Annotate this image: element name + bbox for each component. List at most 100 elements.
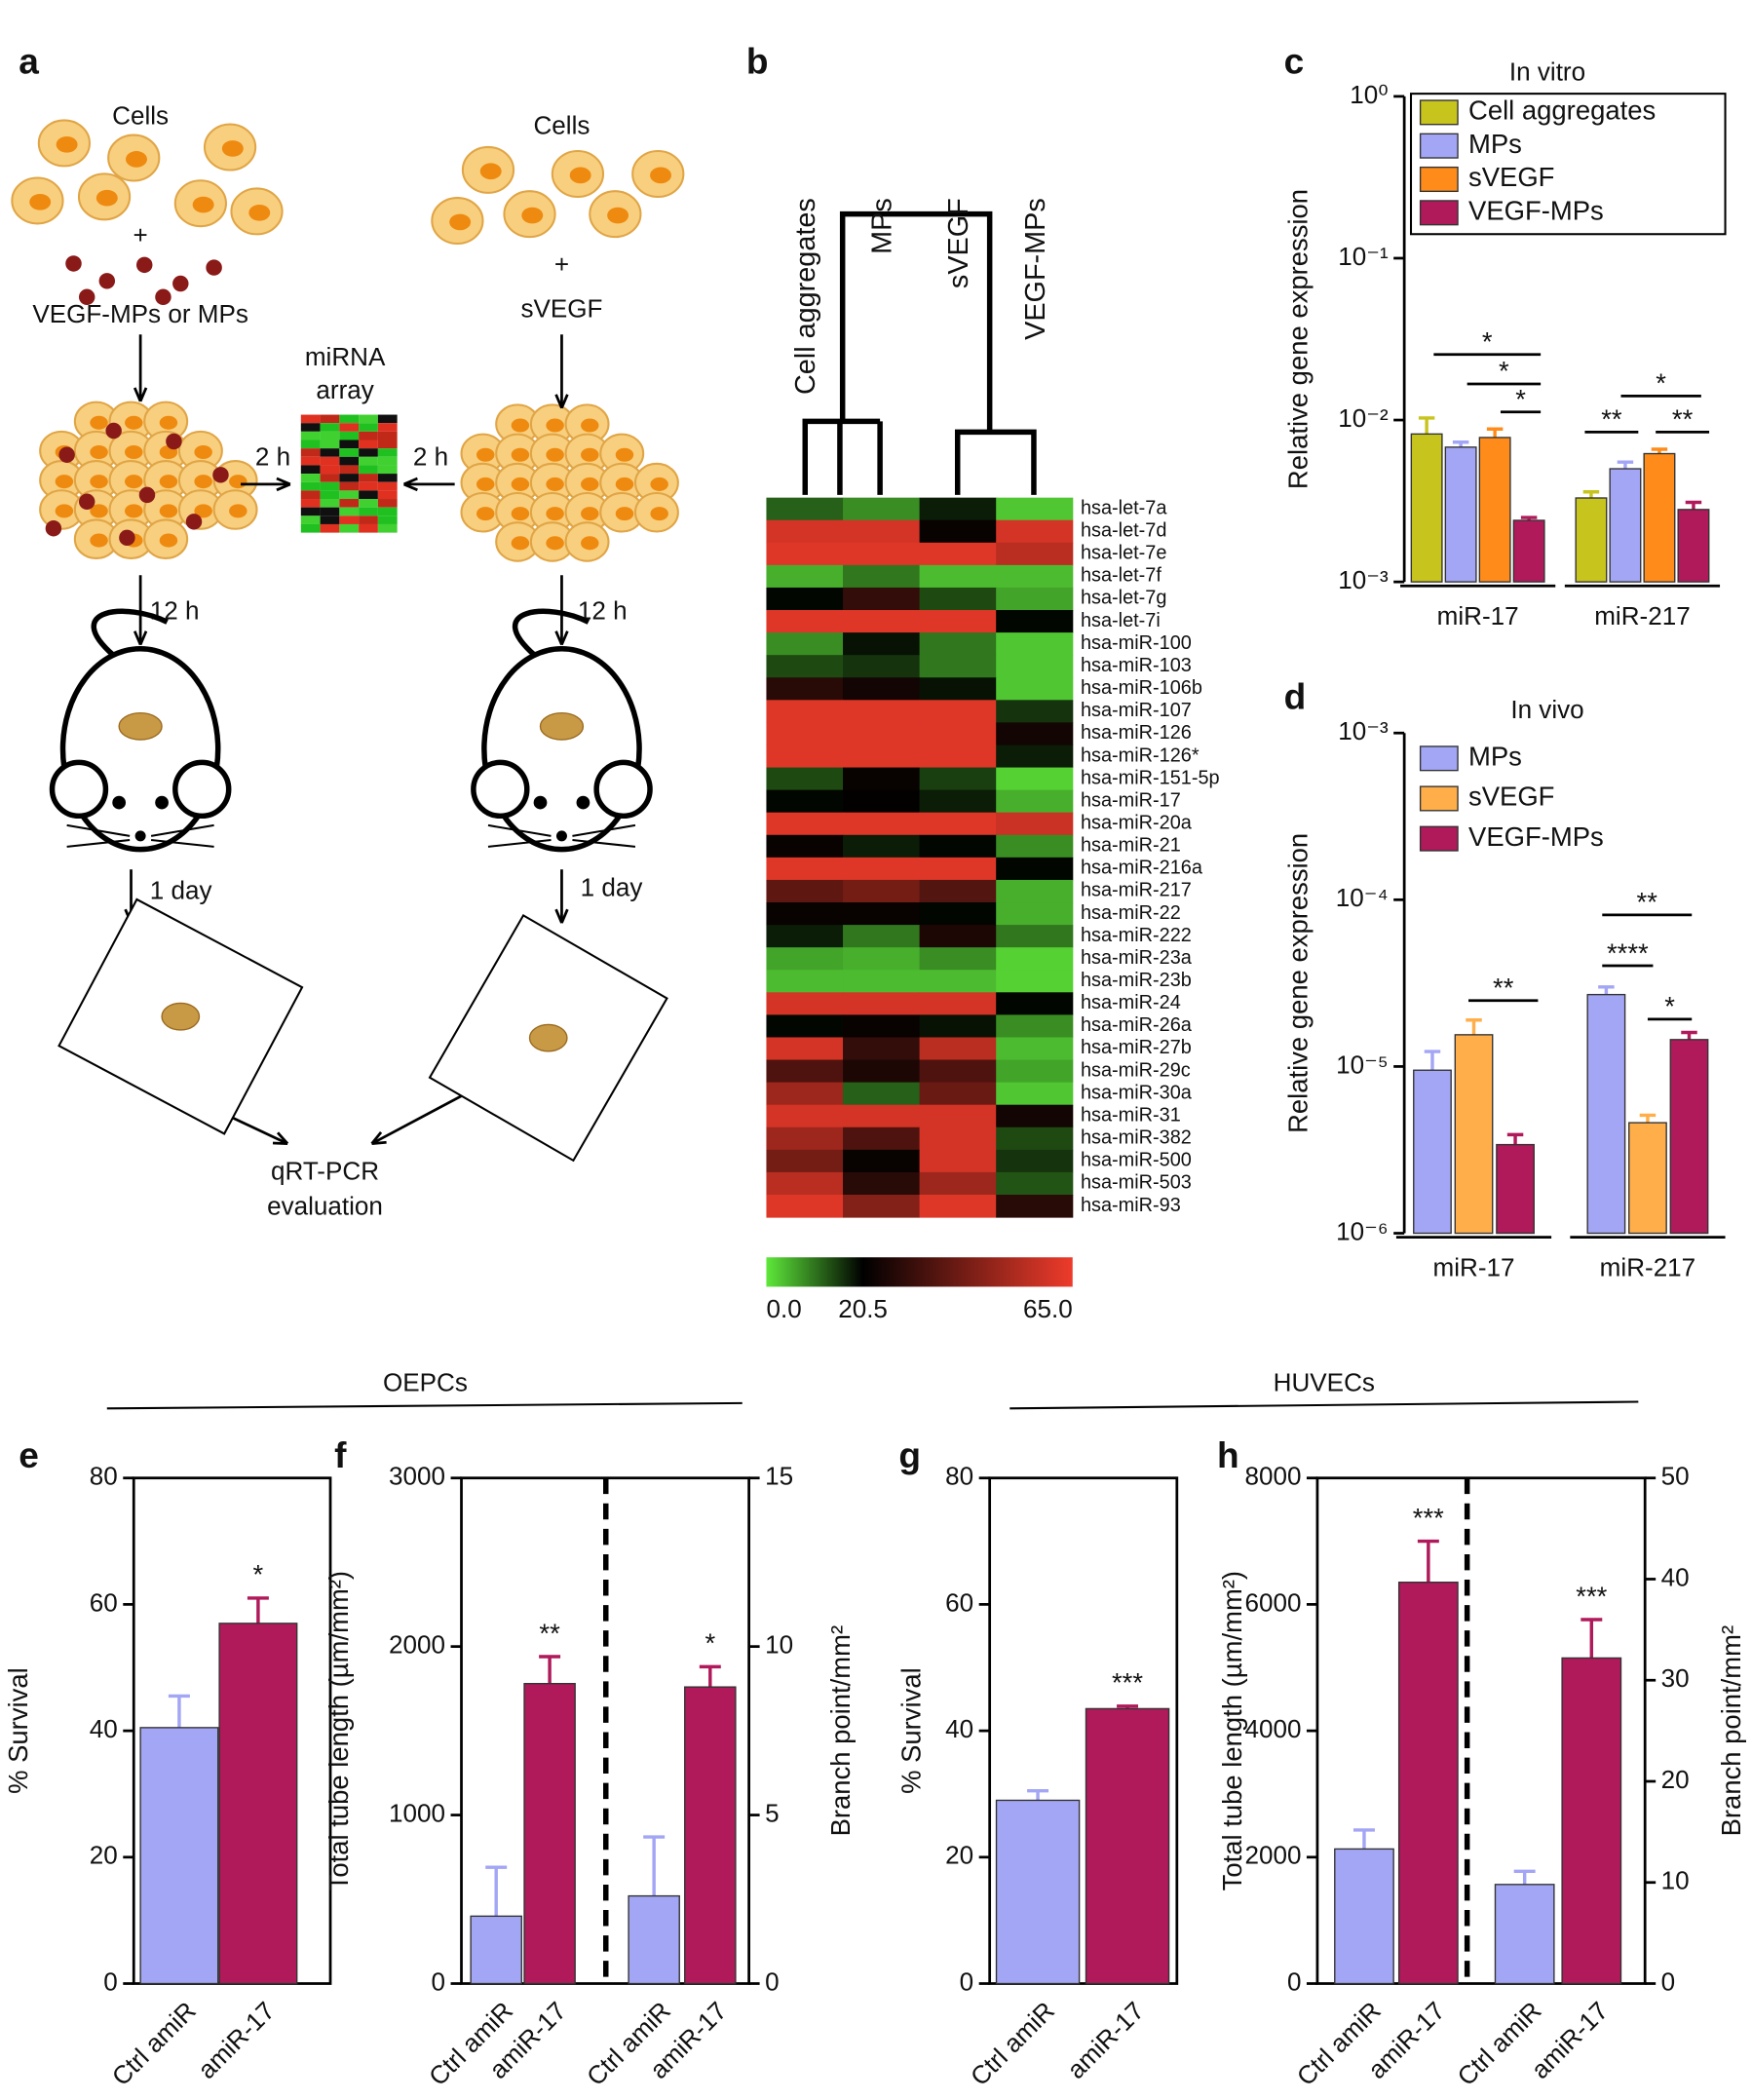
heatmap-cell — [843, 564, 921, 589]
nucleus — [581, 477, 599, 491]
x-tick-label: amiR-17 — [1061, 1996, 1150, 2084]
mouse-eye — [112, 795, 127, 810]
array-cell — [359, 439, 378, 449]
label: Cells — [112, 101, 169, 131]
heatmap-cell — [996, 519, 1074, 544]
heatmap-cell — [919, 700, 997, 723]
particle — [155, 288, 171, 306]
tick-label: 20 — [945, 1841, 973, 1870]
heatmap-cell — [843, 722, 921, 746]
particle — [119, 529, 135, 547]
colorbar-label: 65.0 — [1023, 1294, 1073, 1323]
label: miRNA — [305, 342, 386, 371]
heatmap-cell — [919, 767, 997, 791]
heatmap-cell — [766, 497, 844, 521]
bar — [1561, 1657, 1622, 1985]
heatmap-cell — [843, 632, 921, 656]
column-label: VEGF-MPs — [1020, 198, 1051, 340]
heatmap-cell — [843, 1037, 921, 1061]
heatmap-cell — [919, 655, 997, 678]
array-cell — [339, 507, 360, 516]
heatmap-cell — [843, 542, 921, 566]
heatmap-cell — [843, 700, 921, 723]
panel-letter: h — [1217, 1434, 1239, 1475]
significance-label: * — [253, 1559, 264, 1589]
heatmap-cell — [766, 632, 844, 656]
error-bar — [1582, 490, 1600, 499]
heatmap-cell — [766, 970, 844, 993]
array-cell — [359, 490, 378, 500]
array-cell — [300, 490, 321, 500]
bar — [1512, 519, 1545, 583]
error-bar — [1506, 1132, 1524, 1145]
dendrogram — [802, 210, 1037, 495]
nucleus — [615, 507, 634, 521]
array-cell — [320, 515, 340, 524]
row-label: hsa-miR-93 — [1081, 1195, 1181, 1216]
particle — [105, 422, 122, 439]
heatmap-cell — [766, 1149, 844, 1173]
heatmap-cell — [843, 587, 921, 611]
nucleus — [90, 533, 108, 548]
nucleus — [248, 204, 271, 221]
significance-label: * — [705, 1628, 715, 1659]
tick-label: 0 — [1661, 1966, 1676, 1996]
heatmap-cell — [919, 722, 997, 746]
bar — [1575, 497, 1608, 583]
heatmap-cell — [919, 1014, 997, 1039]
tick-label: 40 — [1661, 1562, 1690, 1591]
nucleus — [476, 507, 495, 521]
heatmap-cell — [996, 1014, 1074, 1039]
bar — [1669, 1039, 1709, 1235]
mouse-tail — [512, 608, 590, 658]
heatmap-cell — [766, 767, 844, 791]
error-bar — [1027, 1789, 1049, 1801]
heatmap-cell — [919, 497, 997, 521]
heatmap-cell — [919, 1037, 997, 1061]
tick-label: 10⁻³ — [1338, 716, 1389, 745]
array-cell — [300, 423, 321, 432]
axis-label: Branch point/mm² — [825, 1625, 856, 1837]
x-tick-label: Ctrl amiR — [1452, 1996, 1547, 2091]
row-label: hsa-miR-126 — [1081, 722, 1192, 744]
nucleus — [90, 504, 108, 518]
row-label: hsa-miR-31 — [1081, 1104, 1181, 1126]
heatmap-cell — [766, 564, 844, 589]
nucleus — [511, 536, 530, 551]
x-tick-label: Ctrl amiR — [106, 1996, 202, 2091]
column-label: MPs — [867, 198, 898, 254]
arrow-head — [276, 477, 291, 492]
row-label: hsa-miR-20a — [1081, 812, 1193, 833]
heatmap-cell — [919, 564, 997, 589]
nucleus — [56, 135, 78, 153]
array-cell — [339, 474, 360, 482]
heatmap-cell — [996, 610, 1074, 633]
heatmap-cell — [843, 610, 921, 633]
bar — [1586, 993, 1626, 1235]
heatmap-cell — [843, 1126, 921, 1151]
legend-label: MPs — [1468, 742, 1522, 772]
array-cell — [359, 431, 378, 440]
label: evaluation — [267, 1191, 383, 1220]
array-cell — [377, 490, 398, 500]
nucleus — [511, 507, 530, 521]
nucleus — [229, 475, 248, 489]
heatmap-cell — [919, 857, 997, 881]
mouse-eye — [576, 795, 590, 810]
array-cell — [300, 481, 321, 491]
nucleus — [615, 477, 634, 491]
tick-label: 1000 — [389, 1798, 445, 1827]
error-bar — [1639, 1113, 1657, 1124]
nucleus — [125, 475, 143, 489]
row-label: hsa-miR-107 — [1081, 700, 1192, 721]
heatmap-cell — [996, 745, 1074, 769]
array-cell — [320, 414, 340, 424]
row-label: hsa-miR-216a — [1081, 858, 1203, 879]
arrow-head — [133, 387, 148, 402]
heatmap-cell — [766, 745, 844, 769]
nucleus — [159, 475, 178, 489]
heatmap-cell — [996, 1126, 1074, 1151]
heatmap-cell — [766, 587, 844, 611]
group-line — [106, 1401, 743, 1410]
dendrogram-lines — [802, 210, 1037, 495]
